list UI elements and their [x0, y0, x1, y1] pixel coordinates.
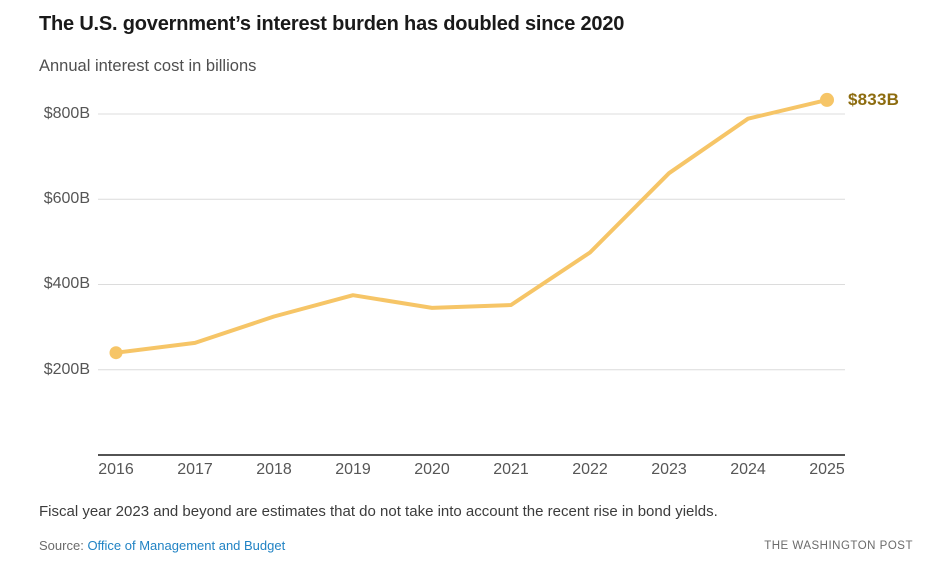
x-axis-label: 2024 — [730, 461, 766, 478]
chart-subtitle: Annual interest cost in billions — [39, 57, 257, 75]
footnote: Fiscal year 2023 and beyond are estimate… — [39, 503, 718, 520]
y-axis-label: $800B — [43, 105, 90, 122]
y-axis-label: $400B — [43, 275, 90, 292]
x-axis-label: 2025 — [809, 461, 845, 478]
page-title: The U.S. government’s interest burden ha… — [39, 13, 625, 35]
x-axis-label: 2018 — [256, 461, 292, 478]
end-value-label: $833B — [848, 90, 900, 109]
x-axis-label: 2023 — [651, 461, 687, 478]
x-axis-label: 2020 — [414, 461, 450, 478]
start-point-marker — [109, 346, 123, 360]
source-line: Source: Office of Management and Budget — [39, 538, 285, 553]
source-link[interactable]: Office of Management and Budget — [87, 538, 286, 553]
gridlines — [98, 113, 845, 371]
publisher-credit: THE WASHINGTON POST — [764, 540, 913, 552]
interest-cost-line — [114, 97, 829, 355]
x-axis-label: 2017 — [177, 461, 213, 478]
x-axis-label: 2021 — [493, 461, 529, 478]
y-axis-label: $200B — [43, 361, 90, 378]
end-point-marker — [820, 92, 834, 107]
source-label: Source: — [39, 538, 84, 553]
y-axis-label: $600B — [43, 190, 90, 207]
x-axis-label: 2019 — [335, 461, 371, 478]
x-axis-label: 2016 — [98, 461, 134, 478]
x-axis-label: 2022 — [572, 461, 608, 478]
